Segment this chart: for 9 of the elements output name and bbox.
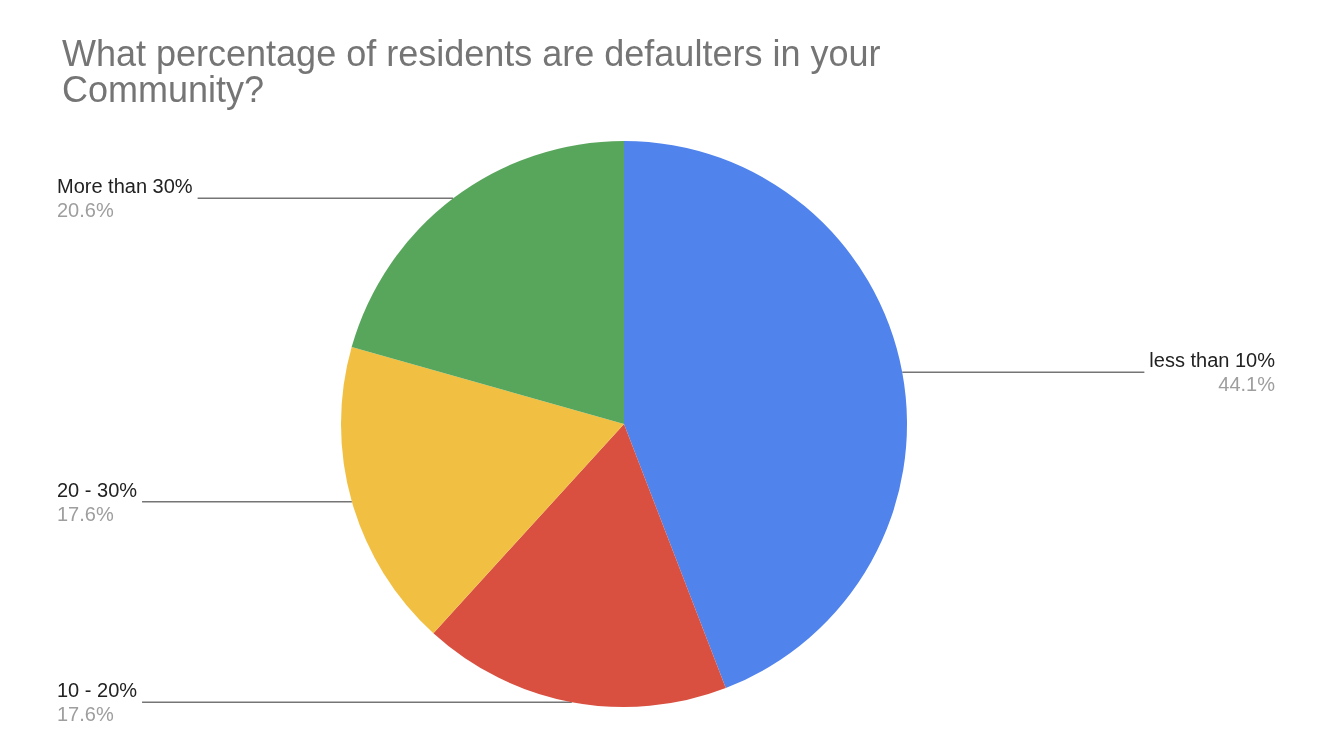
slice-label: More than 30% — [57, 175, 193, 198]
data-label: 17.6% — [57, 502, 114, 525]
data-label: 44.1% — [1218, 373, 1276, 396]
data-label: 20.6% — [57, 199, 114, 222]
chart-title: What percentage of residents are defaulters in your Community? — [62, 32, 891, 110]
slice-label: less than 10% — [1149, 349, 1276, 372]
slice-label: 10 - 20% — [57, 679, 138, 702]
data-label: 17.6% — [57, 703, 114, 726]
slice-label: 20 - 30% — [57, 478, 138, 501]
